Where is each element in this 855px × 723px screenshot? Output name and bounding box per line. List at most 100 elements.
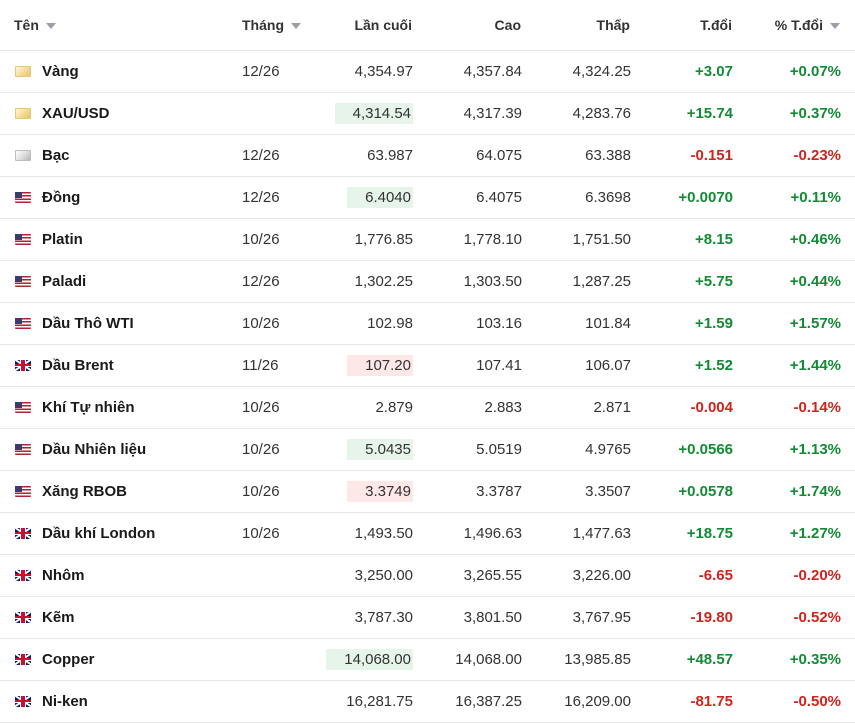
instrument-name-link[interactable]: Platin	[42, 230, 83, 248]
table-row[interactable]: Kẽm 3,787.30 3,801.50 3,767.95 -19.80 -0.52%	[0, 596, 855, 639]
table-row[interactable]: Xăng RBOB 10/26 3.3749 3.3787 3.3507 +0.0578 +…	[0, 470, 855, 513]
cell-change: +0.0578	[645, 470, 747, 513]
low-value: 1,477.63	[572, 524, 631, 542]
table-row[interactable]: XAU/USD 4,314.54 4,317.39 4,283.76 +15.74 +0.…	[0, 92, 855, 135]
instrument-name-link[interactable]: Paladi	[42, 272, 87, 290]
cell-name[interactable]: Ni-ken	[0, 680, 228, 723]
table-row[interactable]: Dầu Nhiên liệu 10/26 5.0435 5.0519 4.9765 +0.…	[0, 428, 855, 471]
cell-name[interactable]: Vàng	[0, 50, 228, 93]
cell-high: 64.075	[427, 134, 536, 177]
instrument-name-link[interactable]: Đồng	[42, 188, 81, 206]
month-value: 10/26	[242, 440, 280, 458]
cell-name[interactable]: Khí Tự nhiên	[0, 386, 228, 429]
cell-pct-change: +0.35%	[747, 638, 855, 681]
cell-month: 12/26	[228, 50, 323, 93]
instrument-name-link[interactable]: Nhôm	[42, 566, 85, 584]
pct-change-value: -0.23%	[793, 146, 841, 164]
cell-name[interactable]: Dầu Brent	[0, 344, 228, 387]
gold-icon	[15, 65, 31, 77]
instrument-name-link[interactable]: XAU/USD	[42, 104, 110, 122]
instrument-name-link[interactable]: Khí Tự nhiên	[42, 398, 135, 416]
column-header-last[interactable]: Lần cuối	[323, 0, 427, 51]
low-value: 3.3507	[585, 482, 631, 500]
pct-change-value: +1.74%	[789, 482, 841, 500]
instrument-name-link[interactable]: Dầu Thô WTI	[42, 314, 134, 332]
instrument-name-link[interactable]: Kẽm	[42, 608, 75, 626]
column-header-name[interactable]: Tên	[0, 0, 228, 51]
high-value: 2.883	[484, 398, 522, 416]
sort-arrow-icon[interactable]	[291, 23, 301, 30]
column-header-high[interactable]: Cao	[427, 0, 536, 51]
table-row[interactable]: Paladi 12/26 1,302.25 1,303.50 1,287.25 +5.75…	[0, 260, 855, 303]
table-row[interactable]: Dầu Brent 11/26 107.20 107.41 106.07 +1.52 +1.…	[0, 344, 855, 387]
table-row[interactable]: Bạc 12/26 63.987 64.075 63.388 -0.151 -0.23%	[0, 134, 855, 177]
uk-flag-icon	[15, 359, 31, 371]
cell-pct-change: +1.74%	[747, 470, 855, 513]
us-flag-icon	[15, 317, 31, 329]
cell-last: 5.0435	[323, 428, 427, 471]
low-value: 4,324.25	[572, 62, 631, 80]
table-row[interactable]: Đồng 12/26 6.4040 6.4075 6.3698 +0.0070 +0.11%	[0, 176, 855, 219]
table-row[interactable]: Ni-ken 16,281.75 16,387.25 16,209.00 -81.75 -…	[0, 680, 855, 723]
cell-name[interactable]: Platin	[0, 218, 228, 261]
instrument-name-link[interactable]: Xăng RBOB	[42, 482, 128, 500]
table-row[interactable]: Platin 10/26 1,776.85 1,778.10 1,751.50 +8.15…	[0, 218, 855, 261]
cell-high: 3,801.50	[427, 596, 536, 639]
cell-change: +5.75	[645, 260, 747, 303]
table-row[interactable]: Dầu Thô WTI 10/26 102.98 103.16 101.84 +1.59 +…	[0, 302, 855, 345]
column-header-low[interactable]: Thấp	[536, 0, 645, 51]
cell-name[interactable]: Nhôm	[0, 554, 228, 597]
cell-high: 1,303.50	[427, 260, 536, 303]
change-value: -19.80	[690, 608, 733, 626]
instrument-name-link[interactable]: Dầu khí London	[42, 524, 156, 542]
column-header-change[interactable]: T.đổi	[645, 0, 747, 51]
us-flag-icon	[15, 191, 31, 203]
change-value: -0.151	[690, 146, 733, 164]
cell-name[interactable]: Copper	[0, 638, 228, 681]
low-value: 3,767.95	[572, 608, 631, 626]
cell-pct-change: +0.46%	[747, 218, 855, 261]
cell-month: 10/26	[228, 470, 323, 513]
table-row[interactable]: Nhôm 3,250.00 3,265.55 3,226.00 -6.65 -0.20%	[0, 554, 855, 597]
cell-name[interactable]: XAU/USD	[0, 92, 228, 135]
sort-arrow-icon[interactable]	[45, 23, 56, 30]
instrument-name-link[interactable]: Ni-ken	[42, 692, 88, 710]
cell-month: 10/26	[228, 386, 323, 429]
cell-name[interactable]: Dầu Nhiên liệu	[0, 428, 228, 471]
cell-low: 1,477.63	[536, 512, 645, 555]
table-row[interactable]: Copper 14,068.00 14,068.00 13,985.85 +48.57 +…	[0, 638, 855, 681]
cell-pct-change: -0.50%	[747, 680, 855, 723]
cell-name[interactable]: Đồng	[0, 176, 228, 219]
cell-name[interactable]: Bạc	[0, 134, 228, 177]
cell-name[interactable]: Dầu khí London	[0, 512, 228, 555]
pct-change-value: +0.44%	[789, 272, 841, 290]
high-value: 4,357.84	[463, 62, 522, 80]
cell-month: 10/26	[228, 428, 323, 471]
cell-change: +8.15	[645, 218, 747, 261]
cell-name[interactable]: Xăng RBOB	[0, 470, 228, 513]
change-value: +15.74	[686, 104, 733, 122]
table-row[interactable]: Dầu khí London 10/26 1,493.50 1,496.63 1,477…	[0, 512, 855, 555]
table-row[interactable]: Vàng 12/26 4,354.97 4,357.84 4,324.25 +3.07 +0…	[0, 50, 855, 93]
instrument-name-link[interactable]: Copper	[42, 650, 95, 668]
cell-name[interactable]: Dầu Thô WTI	[0, 302, 228, 345]
table-row[interactable]: Khí Tự nhiên 10/26 2.879 2.883 2.871 -0.004 -0…	[0, 386, 855, 429]
instrument-name-link[interactable]: Bạc	[42, 146, 70, 164]
column-header-pct[interactable]: % T.đổi	[747, 0, 855, 51]
high-value: 5.0519	[476, 440, 522, 458]
last-price-value: 3,250.00	[354, 566, 413, 584]
cell-change: -19.80	[645, 596, 747, 639]
low-value: 1,751.50	[572, 230, 631, 248]
pct-change-value: +0.46%	[789, 230, 841, 248]
sort-arrow-icon[interactable]	[830, 23, 840, 30]
column-header-month[interactable]: Tháng	[228, 0, 323, 51]
cell-name[interactable]: Kẽm	[0, 596, 228, 639]
cell-change: -81.75	[645, 680, 747, 723]
uk-flag-icon	[15, 611, 31, 623]
low-value: 3,226.00	[572, 566, 631, 584]
cell-high: 1,778.10	[427, 218, 536, 261]
instrument-name-link[interactable]: Vàng	[42, 62, 79, 80]
instrument-name-link[interactable]: Dầu Nhiên liệu	[42, 440, 147, 458]
cell-name[interactable]: Paladi	[0, 260, 228, 303]
instrument-name-link[interactable]: Dầu Brent	[42, 356, 114, 374]
